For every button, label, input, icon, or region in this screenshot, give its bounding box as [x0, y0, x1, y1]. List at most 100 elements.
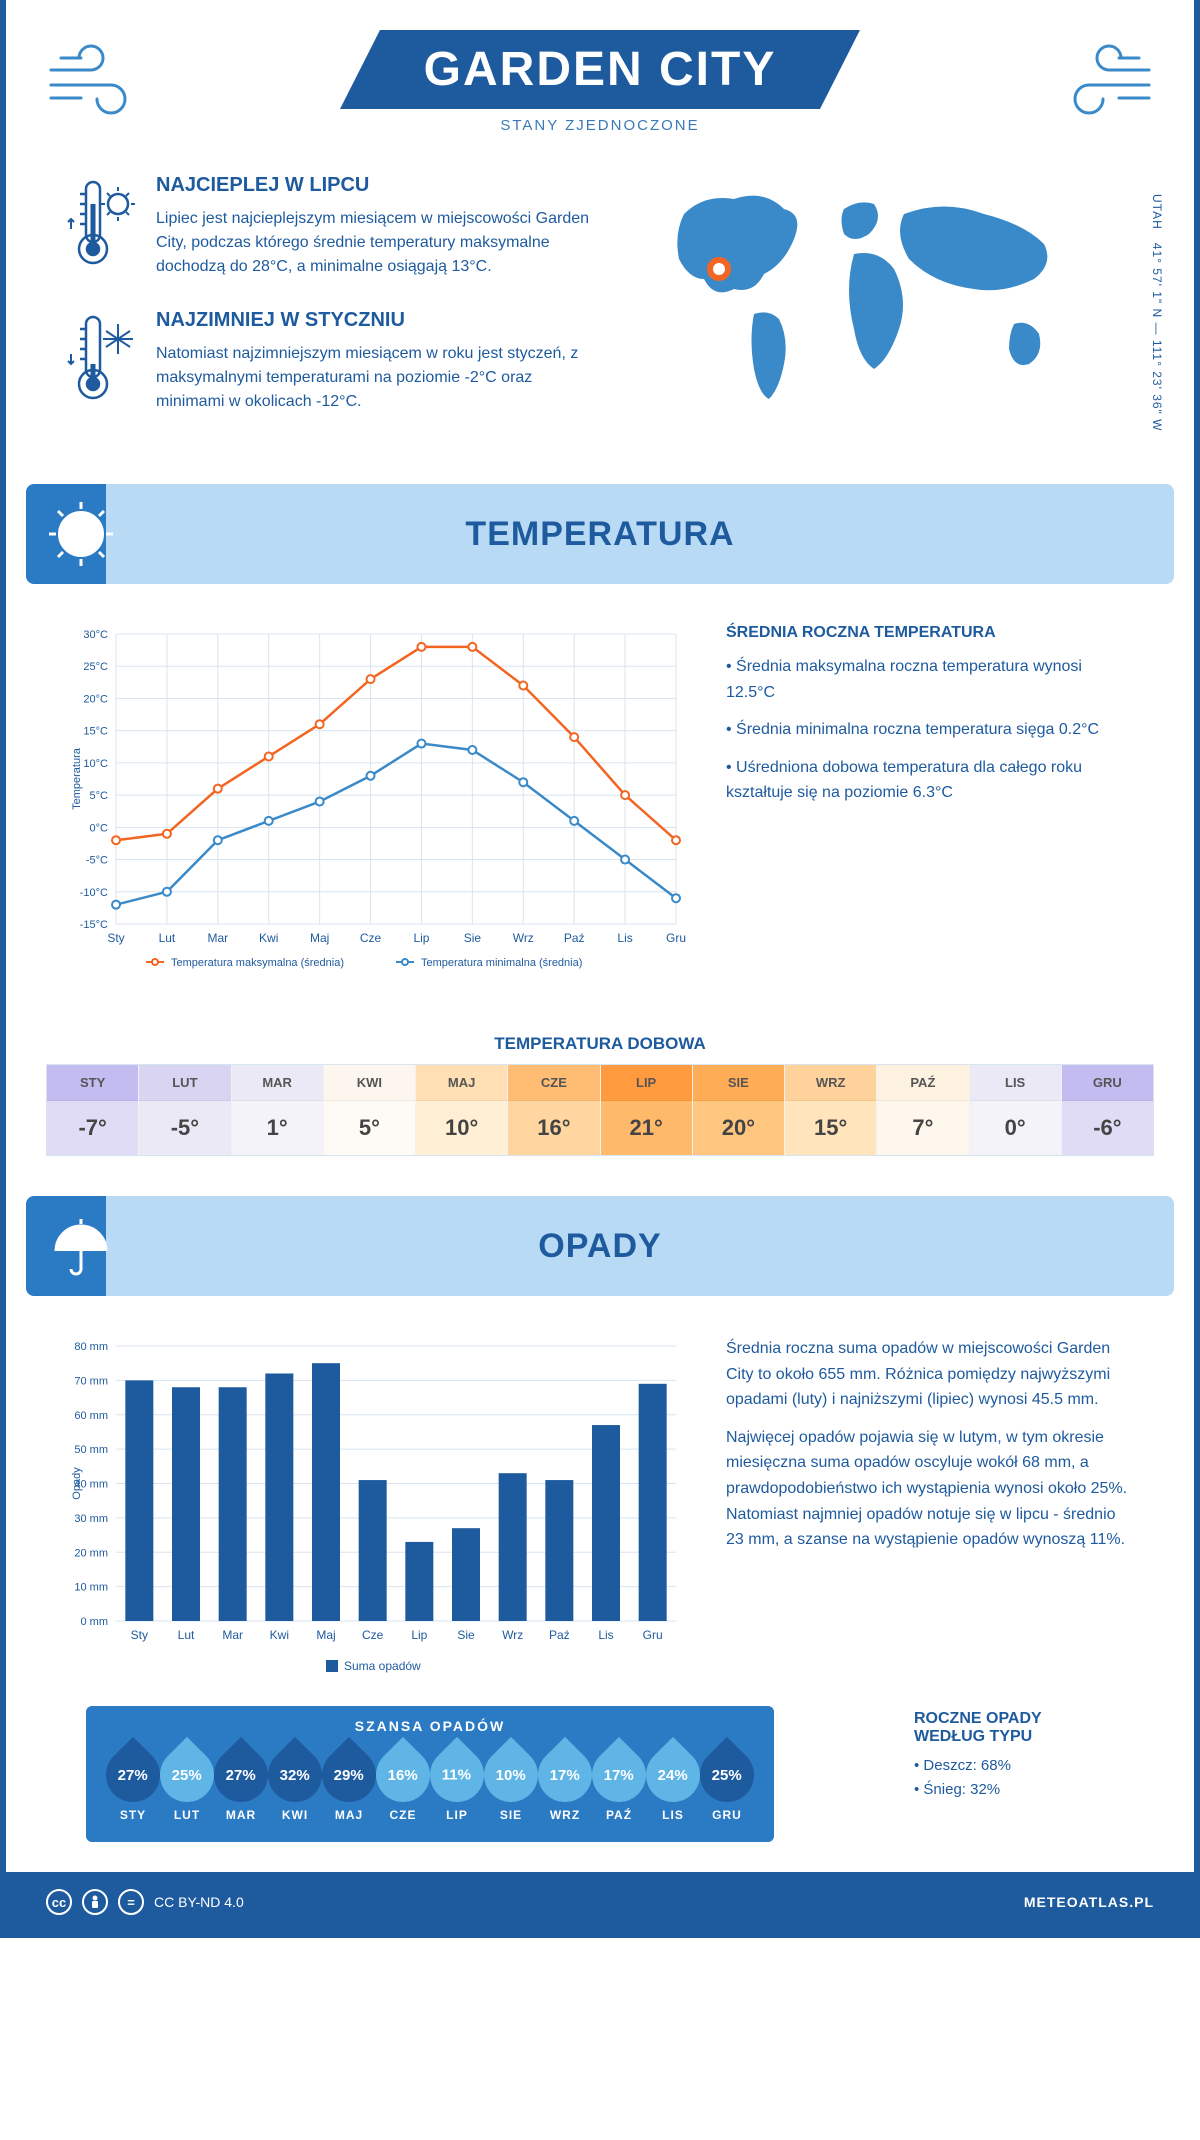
svg-text:0 mm: 0 mm — [81, 1616, 109, 1628]
sun-icon — [46, 499, 116, 569]
page-title: GARDEN CITY — [420, 42, 780, 97]
daily-cell: LUT-5° — [139, 1065, 231, 1155]
svg-text:50 mm: 50 mm — [74, 1444, 108, 1456]
svg-text:Maj: Maj — [310, 931, 329, 945]
svg-text:Sty: Sty — [107, 931, 124, 945]
rain-chance-title: SZANSA OPADÓW — [106, 1718, 754, 1734]
daily-cell: LIP21° — [601, 1065, 693, 1155]
temperature-body: -15°C-10°C-5°C0°C5°C10°C15°C20°C25°C30°C… — [6, 584, 1194, 1024]
precipitation-summary: Średnia roczna suma opadów w miejscowośc… — [726, 1336, 1134, 1676]
svg-text:70 mm: 70 mm — [74, 1375, 108, 1387]
daily-cell: STY-7° — [47, 1065, 139, 1155]
thermometer-sun-icon — [66, 174, 136, 279]
page-header: GARDEN CITY STANY ZJEDNOCZONE — [6, 0, 1194, 174]
svg-text:10 mm: 10 mm — [74, 1582, 108, 1594]
daily-cell: SIE20° — [693, 1065, 785, 1155]
daily-cell: MAJ10° — [416, 1065, 508, 1155]
svg-text:Wrz: Wrz — [513, 931, 534, 945]
rain-drop-item: 24%LIS — [646, 1748, 700, 1822]
rain-drop-item: 25%GRU — [700, 1748, 754, 1822]
svg-text:Cze: Cze — [362, 1628, 384, 1642]
hot-title: NAJCIEPLEJ W LIPCU — [156, 174, 604, 197]
precip-text: Najwięcej opadów pojawia się w lutym, w … — [726, 1425, 1134, 1553]
thermometer-snow-icon — [66, 309, 136, 414]
svg-text:Maj: Maj — [316, 1628, 335, 1642]
svg-text:Lis: Lis — [598, 1628, 613, 1642]
svg-text:Wrz: Wrz — [502, 1628, 523, 1642]
cc-icon: cc — [46, 1889, 72, 1915]
svg-text:Temperatura: Temperatura — [71, 747, 83, 810]
rain-drop-item: 25%LUT — [160, 1748, 214, 1822]
svg-text:5°C: 5°C — [90, 790, 109, 802]
svg-text:30 mm: 30 mm — [74, 1513, 108, 1525]
temperature-chart: -15°C-10°C-5°C0°C5°C10°C15°C20°C25°C30°C… — [66, 624, 686, 984]
cold-title: NAJZIMNIEJ W STYCZNIU — [156, 309, 604, 332]
umbrella-icon — [46, 1211, 116, 1281]
rain-drop-item: 27%MAR — [214, 1748, 268, 1822]
world-map: UTAH 41° 57' 1" N — 111° 23' 36" W — [644, 174, 1134, 444]
daily-cell: MAR1° — [232, 1065, 324, 1155]
svg-text:Gru: Gru — [643, 1628, 663, 1642]
by-icon — [82, 1889, 108, 1915]
svg-text:Suma opadów: Suma opadów — [344, 1659, 421, 1673]
precipitation-chart: 0 mm10 mm20 mm30 mm40 mm50 mm60 mm70 mm8… — [66, 1336, 686, 1676]
rain-drop-item: 29%MAJ — [322, 1748, 376, 1822]
daily-temperature-table: STY-7°LUT-5°MAR1°KWI5°MAJ10°CZE16°LIP21°… — [46, 1064, 1154, 1156]
temp-bullet: • Uśredniona dobowa temperatura dla całe… — [726, 755, 1134, 806]
coordinates: UTAH 41° 57' 1" N — 111° 23' 36" W — [1150, 194, 1164, 431]
svg-text:20 mm: 20 mm — [74, 1547, 108, 1559]
daily-cell: CZE16° — [508, 1065, 600, 1155]
svg-text:Lip: Lip — [411, 1628, 427, 1642]
page-container: GARDEN CITY STANY ZJEDNOCZONE — [0, 0, 1200, 1938]
wind-icon — [46, 40, 156, 120]
daily-cell: GRU-6° — [1062, 1065, 1153, 1155]
svg-text:Temperatura maksymalna (średni: Temperatura maksymalna (średnia) — [171, 957, 344, 969]
daily-temperature-title: TEMPERATURA DOBOWA — [6, 1034, 1194, 1054]
precipitation-body: 0 mm10 mm20 mm30 mm40 mm50 mm60 mm70 mm8… — [6, 1296, 1194, 1686]
svg-text:25°C: 25°C — [83, 661, 108, 673]
rain-drop-item: 11%LIP — [430, 1748, 484, 1822]
svg-text:10°C: 10°C — [83, 758, 108, 770]
svg-text:Temperatura minimalna (średnia: Temperatura minimalna (średnia) — [421, 957, 582, 969]
temp-bullet: • Średnia minimalna roczna temperatura s… — [726, 717, 1134, 743]
nd-icon: = — [118, 1889, 144, 1915]
rain-type-rain: • Deszcz: 68% — [914, 1754, 1094, 1778]
rain-chance-panel: SZANSA OPADÓW 27%STY25%LUT27%MAR32%KWI29… — [86, 1706, 774, 1842]
hot-month-block: NAJCIEPLEJ W LIPCU Lipiec jest najcieple… — [66, 174, 604, 279]
temperature-title: TEMPERATURA — [465, 515, 734, 554]
rain-type-title: ROCZNE OPADY WEDŁUG TYPU — [914, 1710, 1094, 1746]
svg-text:Kwi: Kwi — [259, 931, 278, 945]
svg-text:Sie: Sie — [464, 931, 482, 945]
svg-text:Cze: Cze — [360, 931, 382, 945]
title-banner: GARDEN CITY — [340, 30, 860, 109]
precipitation-lower: SZANSA OPADÓW 27%STY25%LUT27%MAR32%KWI29… — [6, 1686, 1194, 1872]
svg-text:Lut: Lut — [178, 1628, 195, 1642]
svg-text:30°C: 30°C — [83, 629, 108, 641]
page-subtitle: STANY ZJEDNOCZONE — [6, 117, 1194, 134]
brand-text: METEOATLAS.PL — [1024, 1894, 1154, 1910]
temp-bullet: • Średnia maksymalna roczna temperatura … — [726, 654, 1134, 705]
intro-text-column: NAJCIEPLEJ W LIPCU Lipiec jest najcieple… — [66, 174, 604, 444]
svg-text:Lip: Lip — [413, 931, 429, 945]
rain-drop-item: 17%WRZ — [538, 1748, 592, 1822]
svg-text:-15°C: -15°C — [80, 919, 108, 931]
temperature-summary: ŚREDNIA ROCZNA TEMPERATURA • Średnia mak… — [726, 624, 1134, 984]
rain-drop-item: 32%KWI — [268, 1748, 322, 1822]
temperature-section-header: TEMPERATURA — [26, 484, 1174, 584]
rain-drop-item: 17%PAŹ — [592, 1748, 646, 1822]
svg-text:Mar: Mar — [222, 1628, 243, 1642]
daily-cell: WRZ15° — [785, 1065, 877, 1155]
svg-text:Kwi: Kwi — [270, 1628, 289, 1642]
rain-type-snow: • Śnieg: 32% — [914, 1778, 1094, 1802]
precipitation-title: OPADY — [538, 1227, 661, 1266]
license-text: CC BY-ND 4.0 — [154, 1894, 244, 1910]
svg-text:60 mm: 60 mm — [74, 1410, 108, 1422]
svg-text:-10°C: -10°C — [80, 887, 108, 899]
svg-text:20°C: 20°C — [83, 693, 108, 705]
svg-text:-5°C: -5°C — [86, 855, 108, 867]
daily-cell: KWI5° — [324, 1065, 416, 1155]
cold-month-block: NAJZIMNIEJ W STYCZNIU Natomiast najzimni… — [66, 309, 604, 414]
intro-section: NAJCIEPLEJ W LIPCU Lipiec jest najcieple… — [6, 174, 1194, 484]
svg-text:Lut: Lut — [159, 931, 176, 945]
svg-text:Gru: Gru — [666, 931, 686, 945]
